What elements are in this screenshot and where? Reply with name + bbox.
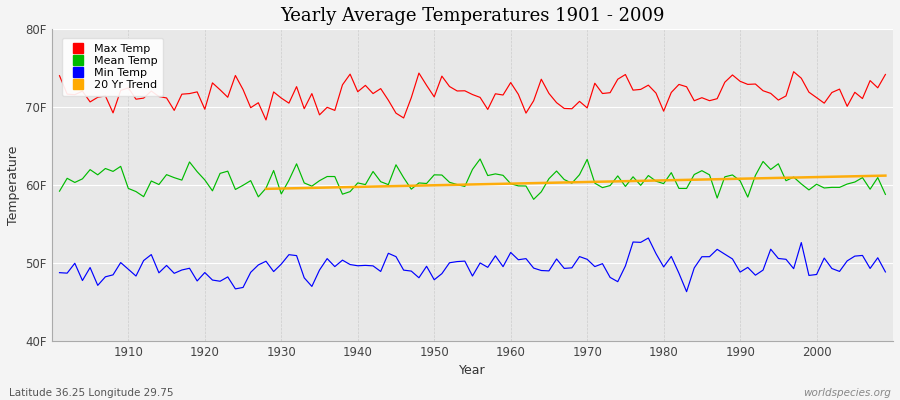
Legend: Max Temp, Mean Temp, Min Temp, 20 Yr Trend: Max Temp, Mean Temp, Min Temp, 20 Yr Tre… (61, 38, 163, 96)
Y-axis label: Temperature: Temperature (7, 145, 20, 225)
Title: Yearly Average Temperatures 1901 - 2009: Yearly Average Temperatures 1901 - 2009 (280, 7, 665, 25)
Text: worldspecies.org: worldspecies.org (803, 388, 891, 398)
X-axis label: Year: Year (459, 364, 486, 377)
Text: Latitude 36.25 Longitude 29.75: Latitude 36.25 Longitude 29.75 (9, 388, 174, 398)
